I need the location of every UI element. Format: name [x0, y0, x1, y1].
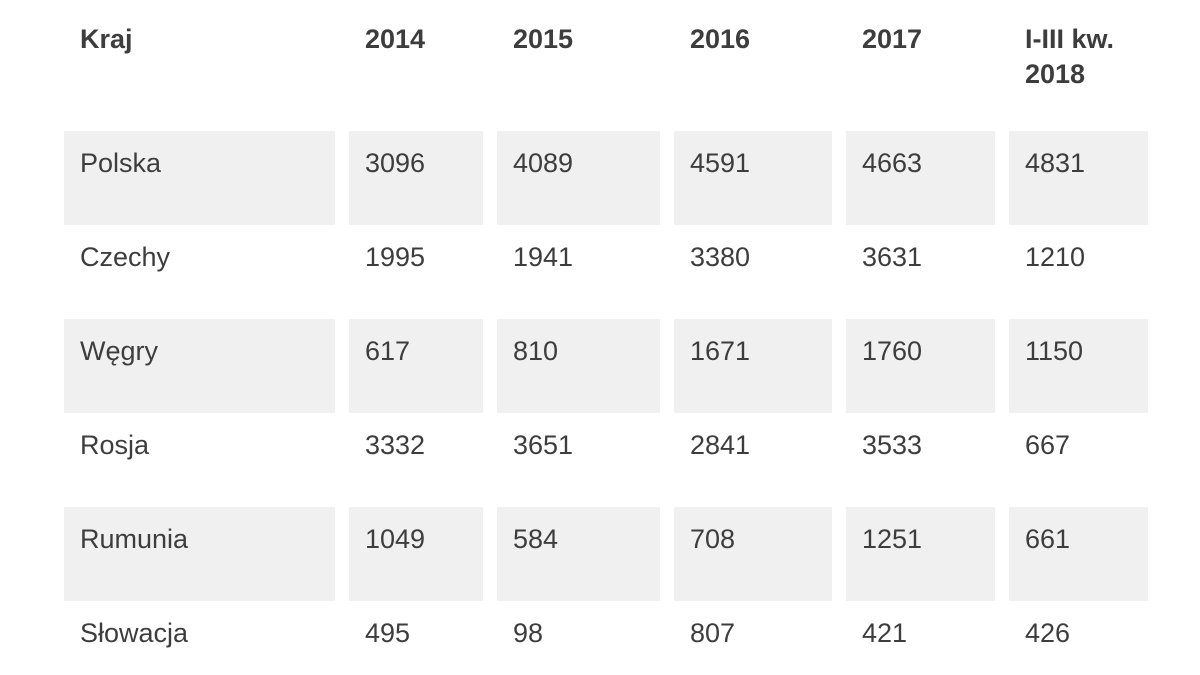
table-cell: 495	[349, 601, 483, 675]
table-row-czechy: Czechy 1995 1941 3380 3631 1210	[64, 225, 1148, 319]
table-cell: 1941	[497, 225, 660, 319]
table-cell: 1995	[349, 225, 483, 319]
table-cell: 1150	[1009, 319, 1148, 413]
row-label-wegry: Węgry	[64, 319, 335, 413]
table-cell: 4831	[1009, 131, 1148, 225]
table-cell: 1049	[349, 507, 483, 601]
row-label-rosja: Rosja	[64, 413, 335, 507]
table-cell: 4663	[846, 131, 995, 225]
table-cell: 98	[497, 601, 660, 675]
table-cell: 4591	[674, 131, 832, 225]
header-row: Kraj 2014 2015 2016 2017 I-III kw. 2018	[64, 0, 1148, 131]
table-cell: 661	[1009, 507, 1148, 601]
column-header-kraj: Kraj	[64, 0, 335, 131]
table-cell: 807	[674, 601, 832, 675]
column-header-2015: 2015	[497, 0, 660, 131]
column-header-2014: 2014	[349, 0, 483, 131]
table-cell: 3651	[497, 413, 660, 507]
table-row-polska: Polska 3096 4089 4591 4663 4831	[64, 131, 1148, 225]
column-header-i-iii-kw-2018: I-III kw. 2018	[1009, 0, 1148, 131]
table-row-rosja: Rosja 3332 3651 2841 3533 667	[64, 413, 1148, 507]
table-cell: 3533	[846, 413, 995, 507]
table-cell: 584	[497, 507, 660, 601]
table-row-wegry: Węgry 617 810 1671 1760 1150	[64, 319, 1148, 413]
table-row-slowacja: Słowacja 495 98 807 421 426	[64, 601, 1148, 675]
row-label-polska: Polska	[64, 131, 335, 225]
table-cell: 3631	[846, 225, 995, 319]
table-cell: 810	[497, 319, 660, 413]
table-cell: 708	[674, 507, 832, 601]
table-cell: 1760	[846, 319, 995, 413]
row-label-rumunia: Rumunia	[64, 507, 335, 601]
table-cell: 617	[349, 319, 483, 413]
column-header-2017: 2017	[846, 0, 995, 131]
table-cell: 3096	[349, 131, 483, 225]
table-cell: 1671	[674, 319, 832, 413]
column-header-2016: 2016	[674, 0, 832, 131]
table-cell: 667	[1009, 413, 1148, 507]
table-cell: 3332	[349, 413, 483, 507]
table-cell: 1210	[1009, 225, 1148, 319]
row-label-slowacja: Słowacja	[64, 601, 335, 675]
table-cell: 3380	[674, 225, 832, 319]
data-table: Kraj 2014 2015 2016 2017 I-III kw. 2018 …	[50, 0, 1162, 675]
table-cell: 1251	[846, 507, 995, 601]
row-label-czechy: Czechy	[64, 225, 335, 319]
table-row-rumunia: Rumunia 1049 584 708 1251 661	[64, 507, 1148, 601]
table-cell: 2841	[674, 413, 832, 507]
table-cell: 4089	[497, 131, 660, 225]
table-cell: 421	[846, 601, 995, 675]
table-cell: 426	[1009, 601, 1148, 675]
